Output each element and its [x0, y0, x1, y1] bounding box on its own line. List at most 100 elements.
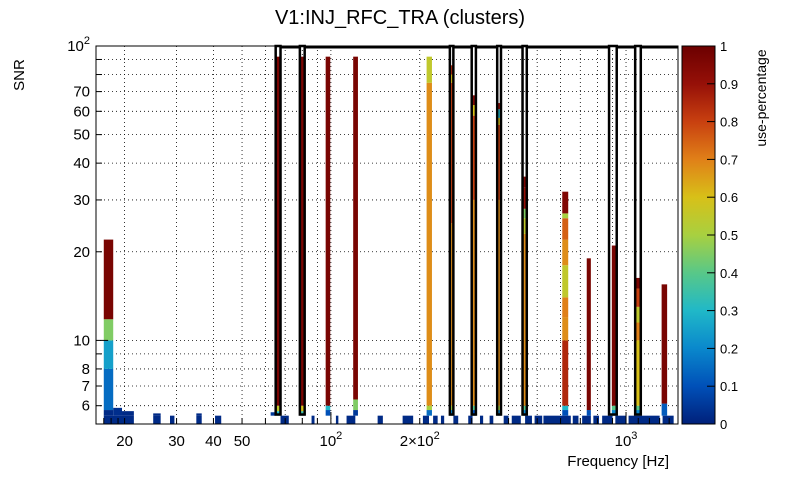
heatmap-cell [615, 415, 627, 424]
heatmap-cell [572, 415, 579, 424]
y-tick-label: 50 [73, 127, 90, 144]
heatmap-cell [196, 415, 202, 424]
heatmap-cell [402, 415, 414, 424]
heatmap-cell [353, 56, 358, 400]
heatmap-cell [449, 410, 454, 416]
heatmap-cell [299, 56, 305, 406]
heatmap-cell [471, 410, 476, 416]
heatmap-cell [325, 405, 331, 411]
heatmap-cell [562, 239, 569, 266]
heatmap-cell [562, 297, 569, 318]
y-tick-label: 8 [82, 361, 90, 378]
heatmap-cell [635, 277, 641, 289]
y-tick-label: 40 [73, 155, 90, 172]
heatmap-cell [534, 415, 543, 424]
heatmap-cell [586, 258, 591, 411]
heatmap-cell [635, 288, 641, 307]
heatmap-cell [479, 415, 484, 424]
heatmap-cell [113, 407, 123, 416]
colorbar-tick-label: 0.9 [720, 77, 738, 92]
x-tick-label: 2×102 [400, 430, 440, 450]
heatmap-cell [426, 410, 432, 416]
heatmap-cell [593, 415, 600, 424]
heatmap-cell [471, 199, 476, 406]
heatmap-cell [635, 410, 641, 416]
heatmap-cell [511, 415, 521, 424]
plot-frame [95, 45, 679, 425]
heatmap-cell [635, 340, 641, 406]
heatmap-cell [497, 199, 501, 406]
heatmap-cell [586, 410, 591, 416]
heatmap-cell [325, 410, 331, 416]
heatmap-cell [471, 95, 476, 106]
heatmap-cell [103, 415, 134, 424]
heatmap-cell [522, 176, 527, 188]
heatmap-cell [153, 415, 161, 424]
heatmap-cell [275, 405, 281, 412]
heatmap-cell [426, 56, 432, 83]
heatmap-cell [525, 415, 532, 424]
heatmap-cell [169, 415, 175, 424]
y-tick-label: 10 [73, 332, 90, 349]
heatmap-cell [103, 239, 114, 320]
heatmap-cell [449, 65, 454, 75]
heatmap-cell [471, 115, 476, 200]
cells [103, 56, 674, 424]
heatmap-cell [611, 410, 617, 416]
x-tick-label: 103 [615, 430, 638, 450]
heatmap-cell [522, 410, 527, 416]
colorbar-tick-label: 0.2 [720, 341, 738, 356]
x-tick-label: 40 [205, 433, 222, 450]
heatmap-cell [422, 415, 430, 424]
heatmap-cell [433, 415, 438, 424]
heatmap-cell [449, 74, 454, 83]
heatmap-cell [503, 415, 509, 424]
heatmap-cell [153, 413, 161, 416]
y-tick-label: 20 [73, 244, 90, 261]
heatmap-cell [215, 415, 222, 424]
colorbar-tick-label: 0.4 [720, 266, 738, 281]
x-tick-label: 50 [234, 433, 251, 450]
heatmap-cell [562, 405, 569, 411]
heatmap-cell [440, 415, 445, 424]
band-outlines [274, 44, 678, 416]
heatmap-cell [582, 415, 591, 424]
x-axis-label: Frequency [Hz] [567, 453, 669, 470]
heatmap-cell [497, 410, 501, 416]
heatmap-cell [311, 415, 315, 424]
heatmap-cell [522, 405, 527, 411]
heatmap-cell [611, 405, 617, 411]
x-tick-label: 20 [116, 433, 133, 450]
heatmap-cell [661, 284, 668, 404]
heatmap-cell [299, 405, 305, 412]
heatmap-cell [628, 415, 660, 424]
heatmap-cell [562, 218, 569, 240]
heatmap-cell [543, 415, 571, 424]
heatmap-cell [562, 265, 569, 298]
colorbar-tick-label: 0.8 [720, 115, 738, 130]
heatmap-cell [275, 56, 281, 406]
heatmap-cell [346, 415, 356, 424]
x-tick-label: 102 [319, 430, 342, 450]
heatmap-cell [453, 415, 459, 424]
heatmap-cell [280, 415, 289, 424]
heatmap-cell [122, 411, 134, 416]
y-tick-label: 30 [73, 192, 90, 209]
heatmap-cell [471, 105, 476, 116]
colorbar-tick-label: 0.3 [720, 304, 738, 319]
heatmap-cell [377, 415, 383, 424]
heatmap-cell [562, 213, 569, 219]
heatmap-cell [522, 208, 527, 219]
heatmap-cell [522, 233, 527, 406]
heatmap-cell [662, 415, 674, 424]
heatmap-cell [353, 410, 358, 416]
heatmap-cell [635, 405, 641, 411]
colorbar-tick-label: 0.1 [720, 379, 738, 394]
colorbar-label: use-percentage [753, 49, 769, 147]
x-tick-label: 30 [168, 433, 185, 450]
colorbar: 0 0.1 0.2 0.3 0.4 0.5 0.6 0.7 0.8 0.9 1 [681, 39, 738, 432]
heatmap-cell [562, 191, 569, 214]
heatmap-cell [449, 82, 454, 224]
heatmap-cell [562, 340, 569, 406]
